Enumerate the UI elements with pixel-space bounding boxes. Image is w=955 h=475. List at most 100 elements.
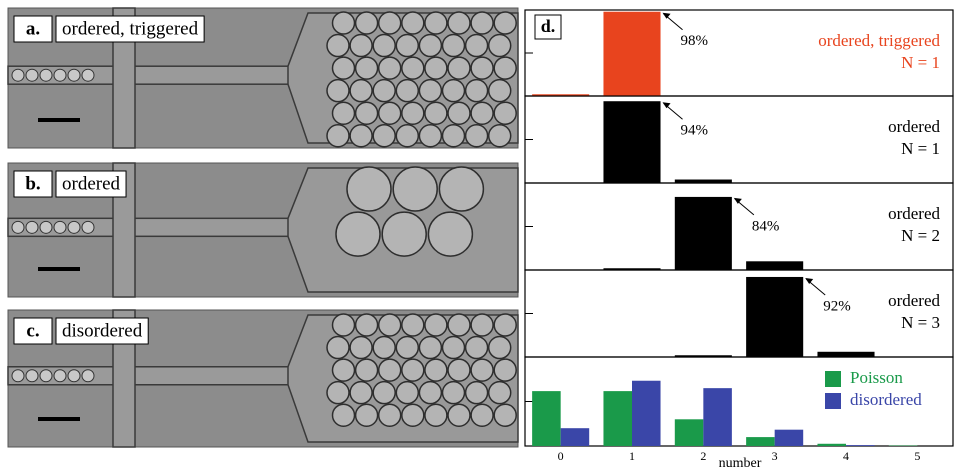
panel-letter: a. — [26, 18, 40, 39]
droplet — [327, 337, 349, 359]
droplet — [333, 57, 355, 79]
droplet — [12, 370, 24, 382]
droplet — [54, 221, 66, 233]
micrograph: a.ordered, triggered — [8, 8, 518, 148]
droplet — [327, 80, 349, 102]
droplet — [489, 125, 511, 147]
data-label: 94% — [681, 123, 709, 139]
droplet — [12, 69, 24, 81]
droplet — [327, 382, 349, 404]
droplet — [425, 57, 447, 79]
droplet — [393, 167, 437, 211]
droplet — [466, 80, 488, 102]
droplet — [26, 69, 38, 81]
bar — [632, 381, 661, 446]
droplet — [333, 404, 355, 426]
plot-frame — [525, 183, 953, 270]
panel-annotation: ordered — [888, 204, 940, 223]
droplet — [333, 102, 355, 124]
data-label: 92% — [823, 298, 851, 314]
panel-annotation: ordered — [888, 291, 940, 310]
droplet — [356, 404, 378, 426]
bar — [703, 388, 732, 446]
droplet — [327, 125, 349, 147]
droplet — [448, 404, 470, 426]
channel — [8, 66, 308, 84]
droplet — [466, 382, 488, 404]
droplet — [419, 125, 441, 147]
droplet — [428, 212, 472, 256]
droplet — [466, 35, 488, 57]
arrow-head — [734, 198, 742, 204]
droplet — [471, 102, 493, 124]
droplet — [327, 35, 349, 57]
droplet — [356, 57, 378, 79]
droplet — [356, 314, 378, 336]
droplet — [356, 12, 378, 34]
arrow-head — [805, 278, 813, 284]
droplet — [82, 370, 94, 382]
panel-letter: c. — [26, 320, 39, 341]
droplet — [489, 382, 511, 404]
panel-annotation: ordered, triggered — [818, 31, 940, 50]
droplet — [439, 167, 483, 211]
droplet — [425, 404, 447, 426]
droplet — [494, 102, 516, 124]
droplet — [402, 57, 424, 79]
micrograph: c. disordered — [8, 310, 518, 447]
droplet — [333, 12, 355, 34]
droplet — [494, 359, 516, 381]
droplet — [356, 359, 378, 381]
bar — [603, 12, 660, 96]
droplet — [471, 12, 493, 34]
droplet — [425, 359, 447, 381]
droplet — [379, 102, 401, 124]
x-tick-label: 2 — [700, 449, 706, 463]
droplet — [396, 337, 418, 359]
droplet — [425, 102, 447, 124]
bar — [817, 444, 846, 446]
droplet — [466, 125, 488, 147]
droplet — [396, 35, 418, 57]
droplet — [12, 221, 24, 233]
droplet — [419, 382, 441, 404]
droplet — [448, 102, 470, 124]
data-label: 98% — [681, 33, 709, 49]
bar — [817, 352, 874, 357]
droplet — [396, 80, 418, 102]
droplet — [425, 12, 447, 34]
droplet — [40, 221, 52, 233]
droplet — [333, 359, 355, 381]
panel-annotation: N = 1 — [901, 53, 940, 72]
legend-label: Poisson — [850, 368, 903, 387]
bar — [603, 391, 632, 446]
micrograph: b.ordered — [8, 163, 518, 297]
droplet — [402, 404, 424, 426]
plot-frame — [525, 10, 953, 96]
droplet — [494, 12, 516, 34]
droplet — [373, 337, 395, 359]
droplet — [489, 337, 511, 359]
droplet — [443, 337, 465, 359]
droplet — [494, 404, 516, 426]
x-tick-label: 3 — [772, 449, 778, 463]
droplet — [350, 125, 372, 147]
droplet — [471, 359, 493, 381]
legend-swatch — [825, 393, 841, 409]
channel — [8, 367, 308, 385]
droplet — [26, 221, 38, 233]
droplet — [356, 102, 378, 124]
arrow-head — [663, 13, 671, 19]
arrow-head — [663, 102, 671, 108]
droplet — [350, 80, 372, 102]
bar — [746, 277, 803, 357]
panel-label: disordered — [62, 320, 143, 341]
panel-annotation: ordered — [888, 117, 940, 136]
droplet — [373, 35, 395, 57]
bar — [675, 419, 704, 446]
droplet — [54, 69, 66, 81]
droplet — [373, 125, 395, 147]
x-axis-label: number — [719, 456, 762, 470]
x-tick-label: 1 — [629, 449, 635, 463]
droplet — [448, 359, 470, 381]
